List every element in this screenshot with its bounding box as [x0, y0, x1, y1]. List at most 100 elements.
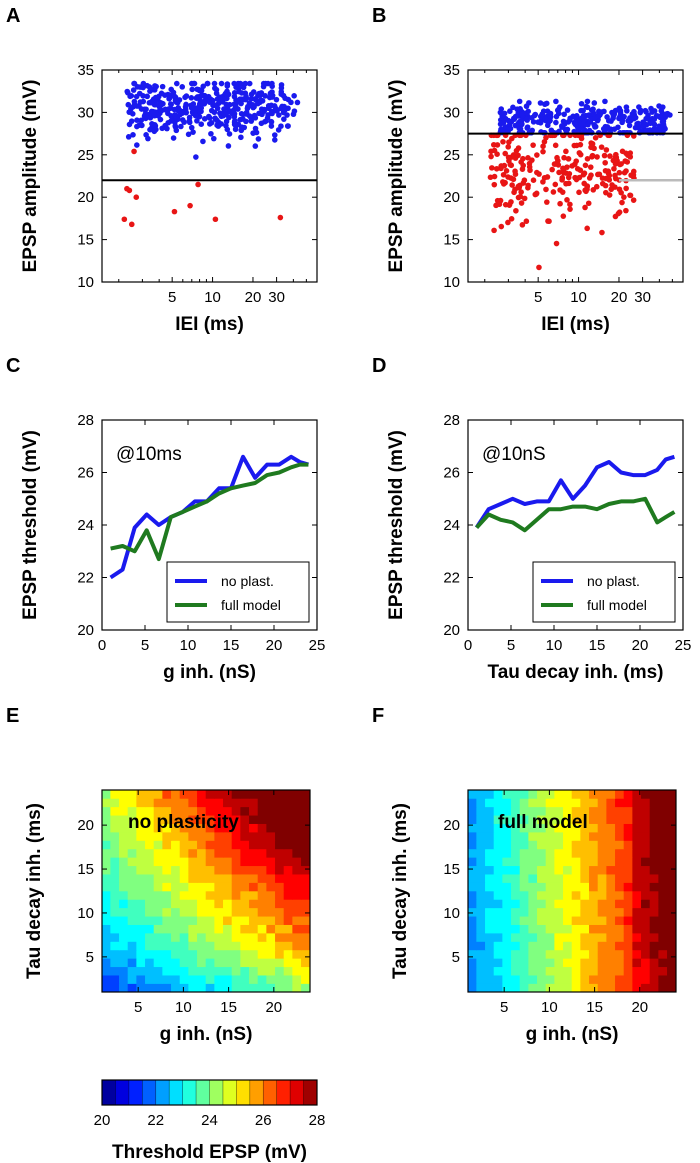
heatmap-cell-E: [188, 865, 198, 875]
heatmap-cell-E: [162, 907, 172, 917]
heatmap-cell-F: [606, 823, 616, 833]
heatmap-cell-E: [240, 831, 250, 841]
heatmap-cell-F: [485, 941, 495, 951]
y-tick-label-F: 15: [443, 861, 460, 878]
scatter-point-A-blue: [188, 95, 195, 101]
scatter-point-A-blue: [152, 83, 158, 89]
scatter-point-B-blue: [553, 119, 559, 126]
heatmap-cell-F: [467, 932, 477, 942]
heatmap-cell-F: [563, 924, 573, 934]
heatmap-cell-F: [511, 949, 521, 959]
heatmap-cell-E: [223, 882, 233, 892]
heatmap-cell-E: [205, 806, 215, 816]
heatmap-cell-E: [153, 966, 163, 976]
heatmap-cell-E: [188, 873, 198, 883]
heatmap-cell-F: [485, 873, 495, 883]
heatmap-cell-F: [511, 890, 521, 900]
heatmap-cell-E: [145, 857, 155, 867]
heatmap-cell-E: [205, 983, 215, 993]
heatmap-cell-E: [240, 882, 250, 892]
scatter-point-B-red: [545, 218, 551, 224]
heatmap-cell-E: [266, 932, 276, 942]
heatmap-cell-E: [153, 857, 163, 867]
heatmap-cell-E: [145, 983, 155, 993]
scatter-point-B-blue: [537, 100, 544, 106]
heatmap-cell-E: [301, 789, 311, 799]
heatmap-cell-F: [485, 907, 495, 917]
heatmap-cell-F: [606, 915, 616, 925]
heatmap-cell-E: [110, 941, 120, 951]
heatmap-cell-E: [171, 890, 181, 900]
heatmap-cell-F: [528, 806, 538, 816]
scatter-point-B-red: [588, 144, 594, 151]
scatter-point-B-red: [616, 186, 623, 193]
x-tick-label-D: 10: [546, 637, 563, 654]
y-tick-label-A: 30: [77, 104, 94, 121]
heatmap-cell-E: [110, 974, 120, 984]
heatmap-cell-E: [145, 873, 155, 883]
heatmap-cell-F: [467, 873, 477, 883]
heatmap-cell-E: [119, 932, 129, 942]
heatmap-cell-E: [110, 798, 120, 808]
heatmap-cell-E: [214, 831, 224, 841]
heatmap-cell-E: [197, 848, 207, 858]
heatmap-cell-F: [545, 899, 555, 909]
heatmap-cell-E: [171, 848, 181, 858]
heatmap-cell-F: [493, 823, 503, 833]
heatmap-cell-F: [658, 865, 668, 875]
scatter-point-A-blue: [224, 81, 231, 87]
heatmap-cell-F: [537, 899, 547, 909]
heatmap-cell-E: [223, 814, 233, 824]
x-tick-label-F: 10: [541, 999, 558, 1016]
heatmap-cell-E: [292, 890, 302, 900]
heatmap-cell-F: [658, 974, 668, 984]
heatmap-cell-F: [485, 789, 495, 799]
heatmap-cell-E: [179, 924, 189, 934]
scatter-point-A-blue: [148, 99, 155, 106]
colorbar-tick-label: 26: [255, 1112, 272, 1129]
scatter-point-A-blue: [223, 118, 230, 125]
heatmap-cell-F: [528, 848, 538, 858]
heatmap-cell-F: [580, 974, 590, 984]
heatmap-cell-F: [658, 966, 668, 976]
heatmap-cell-E: [179, 941, 189, 951]
heatmap-cell-F: [528, 932, 538, 942]
heatmap-cell-F: [667, 907, 677, 917]
scatter-point-B-blue: [595, 113, 602, 119]
x-tick-label-B: 5: [534, 289, 542, 306]
heatmap-cell-E: [101, 848, 111, 858]
heatmap-cell-F: [571, 966, 581, 976]
heatmap-cell-F: [528, 814, 538, 824]
heatmap-cell-E: [179, 814, 189, 824]
heatmap-cell-E: [205, 915, 215, 925]
heatmap-cell-E: [214, 915, 224, 925]
heatmap-cell-F: [502, 806, 512, 816]
y-tick-label-D: 22: [443, 570, 460, 587]
heatmap-cell-E: [214, 789, 224, 799]
scatter-point-A-red: [195, 181, 201, 188]
scatter-point-A-blue: [186, 119, 193, 126]
heatmap-cell-E: [240, 932, 250, 942]
heatmap-cell-F: [649, 915, 659, 925]
panel-letter-b: B: [372, 5, 386, 27]
heatmap-cell-F: [606, 806, 616, 816]
heatmap-cell-F: [649, 882, 659, 892]
heatmap-cell-F: [571, 924, 581, 934]
scatter-point-B-red: [498, 223, 505, 230]
heatmap-cell-E: [179, 915, 189, 925]
scatter-point-B-blue: [544, 122, 551, 129]
heatmap-cell-F: [632, 857, 642, 867]
heatmap-cell-F: [597, 857, 607, 867]
scatter-point-B-red: [491, 227, 497, 234]
heatmap-cell-F: [528, 789, 538, 799]
heatmap-cell-F: [528, 857, 538, 867]
heatmap-cell-F: [623, 932, 633, 942]
heatmap-cell-F: [537, 932, 547, 942]
scatter-point-A-blue: [294, 99, 301, 106]
heatmap-cell-E: [145, 831, 155, 841]
heatmap-cell-E: [240, 966, 250, 976]
scatter-point-A-blue: [246, 80, 253, 87]
heatmap-cell-E: [240, 798, 250, 808]
scatter-point-A-blue: [160, 100, 166, 107]
